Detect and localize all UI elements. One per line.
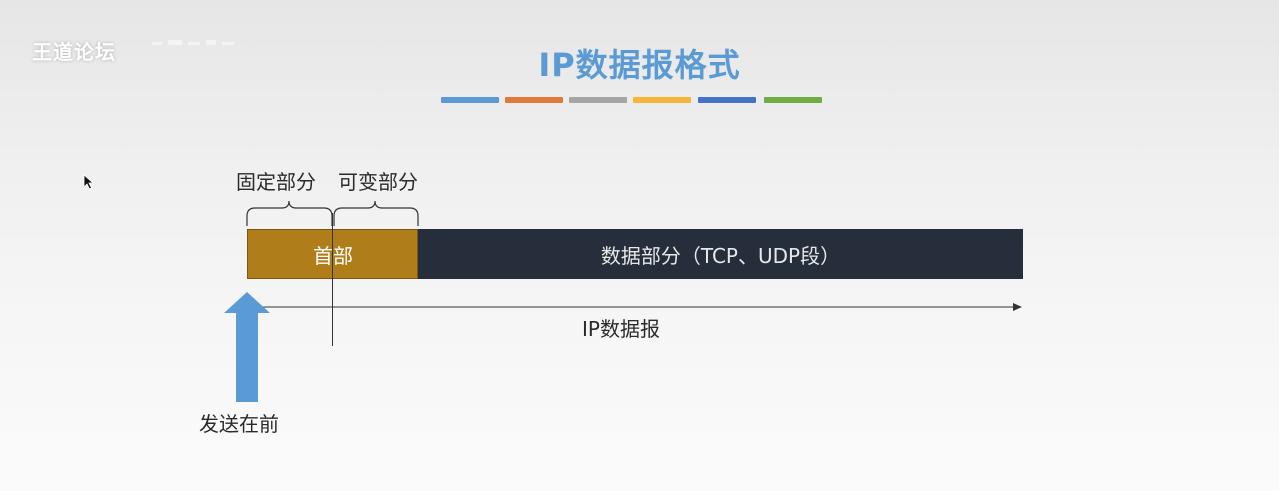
color-strip-5	[698, 97, 756, 103]
send-first-arrow	[224, 292, 270, 402]
watermark-tail	[152, 40, 234, 45]
color-strip-3	[569, 97, 627, 103]
variable-part-label: 可变部分	[338, 170, 418, 194]
fixed-part-label: 固定部分	[236, 170, 316, 194]
color-strip-6	[764, 97, 822, 103]
watermark-logo: 王道论坛	[32, 40, 116, 64]
color-strip-4	[633, 97, 691, 103]
datagram-label: IP数据报	[582, 317, 660, 341]
color-strip-1	[441, 97, 499, 103]
slide-title: IP数据报格式	[538, 46, 741, 84]
fixed-part-brace	[246, 200, 333, 226]
datagram-arrow-head	[1013, 303, 1022, 311]
header-label: 首部	[313, 244, 353, 268]
data-segment	[418, 229, 1023, 279]
send-first-label: 发送在前	[199, 412, 279, 436]
color-strip-2	[505, 97, 563, 103]
variable-part-brace	[333, 200, 419, 226]
fixed-variable-divider	[332, 213, 333, 346]
mouse-cursor-icon	[83, 174, 95, 190]
data-part-label: 数据部分（TCP、UDP段）	[600, 244, 841, 268]
